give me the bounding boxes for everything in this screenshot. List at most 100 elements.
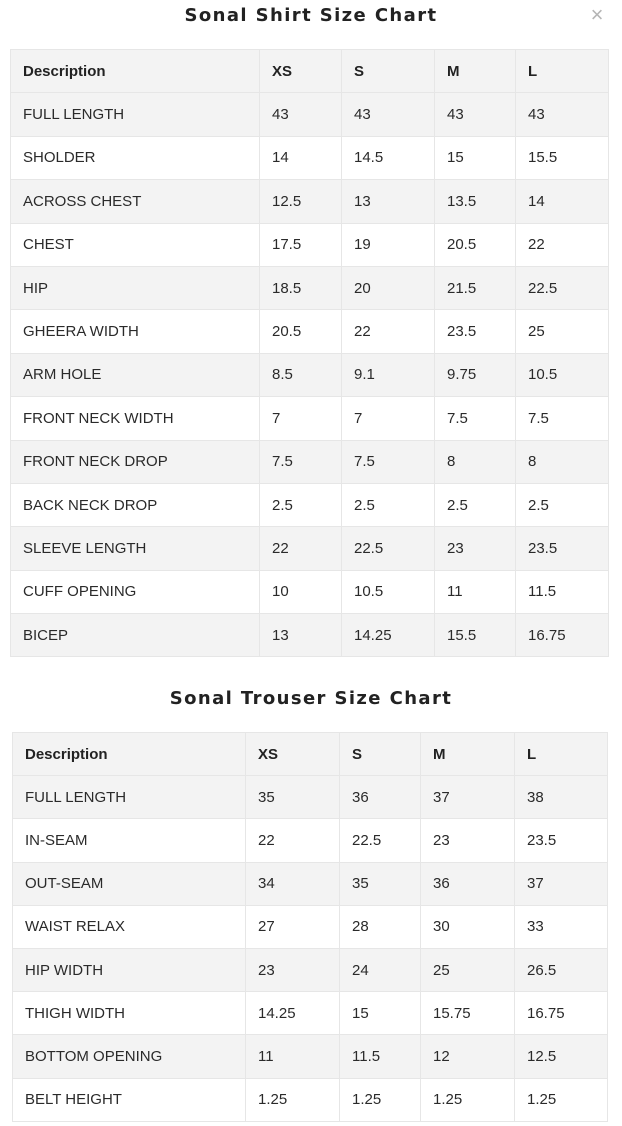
cell-xs: 22: [259, 526, 342, 571]
cell-xs: 23: [245, 947, 340, 993]
cell-s: 11.5: [339, 1034, 421, 1079]
table-row: CHEST 17.5 19 20.5 22: [10, 222, 609, 267]
table-row: THIGH WIDTH 14.25 15 15.75 16.75: [12, 991, 608, 1036]
cell-l: 43: [515, 92, 609, 137]
cell-s: 1.25: [339, 1077, 421, 1122]
cell-s: 43: [341, 92, 435, 137]
header-l: L: [514, 731, 608, 777]
cell-m: 13.5: [434, 179, 516, 224]
cell-m: 23.5: [434, 309, 516, 354]
header-m: M: [434, 48, 516, 94]
cell-s: 15: [339, 991, 421, 1036]
cell-xs: 7: [259, 396, 342, 441]
cell-s: 7: [341, 396, 435, 441]
cell-description: BELT HEIGHT: [12, 1077, 246, 1122]
shirt-size-table: Description XS S M L FULL LENGTH 43 43 43 43…: [10, 48, 609, 658]
trouser-size-table: Description XS S M L FULL LENGTH 35 36 37 38…: [12, 731, 608, 1122]
cell-l: 26.5: [514, 947, 608, 993]
cell-l: 14: [515, 179, 609, 224]
table-row: ARM HOLE 8.5 9.1 9.75 10.5: [10, 352, 609, 398]
cell-s: 20: [341, 265, 435, 311]
cell-description: CHEST: [10, 222, 260, 267]
table-row: FULL LENGTH 35 36 37 38: [12, 775, 608, 820]
table-row: IN-SEAM 22 22.5 23 23.5: [12, 818, 608, 863]
cell-s: 9.1: [341, 352, 435, 398]
table-row: BOTTOM OPENING 11 11.5 12 12.5: [12, 1034, 608, 1079]
cell-description: FRONT NECK DROP: [10, 439, 260, 484]
cell-xs: 20.5: [259, 309, 342, 354]
cell-l: 22.5: [515, 265, 609, 311]
cell-s: 24: [339, 947, 421, 993]
cell-m: 8: [434, 439, 516, 484]
header-xs: XS: [245, 731, 340, 777]
table-header-row: Description XS S M L: [12, 731, 608, 777]
table-row: FRONT NECK WIDTH 7 7 7.5 7.5: [10, 396, 609, 441]
cell-l: 10.5: [515, 352, 609, 398]
cell-l: 15.5: [515, 135, 609, 181]
cell-xs: 34: [245, 861, 340, 906]
header-s: S: [341, 48, 435, 94]
table-row: GHEERA WIDTH 20.5 22 23.5 25: [10, 309, 609, 354]
cell-m: 1.25: [420, 1077, 515, 1122]
close-icon[interactable]: ×: [590, 2, 604, 27]
cell-s: 2.5: [341, 482, 435, 528]
cell-m: 25: [420, 947, 515, 993]
cell-s: 36: [339, 775, 421, 820]
cell-description: IN-SEAM: [12, 818, 246, 863]
table-row: HIP 18.5 20 21.5 22.5: [10, 265, 609, 311]
cell-m: 12: [420, 1034, 515, 1079]
cell-xs: 7.5: [259, 439, 342, 484]
cell-m: 15.75: [420, 991, 515, 1036]
table-row: BICEP 13 14.25 15.5 16.75: [10, 613, 609, 658]
cell-description: THIGH WIDTH: [12, 991, 246, 1036]
cell-m: 21.5: [434, 265, 516, 311]
cell-l: 33: [514, 904, 608, 949]
header-l: L: [515, 48, 609, 94]
cell-xs: 1.25: [245, 1077, 340, 1122]
cell-s: 22: [341, 309, 435, 354]
cell-l: 22: [515, 222, 609, 267]
cell-s: 35: [339, 861, 421, 906]
cell-description: BACK NECK DROP: [10, 482, 260, 528]
table-row: WAIST RELAX 27 28 30 33: [12, 904, 608, 949]
cell-xs: 35: [245, 775, 340, 820]
cell-xs: 2.5: [259, 482, 342, 528]
cell-description: SHOLDER: [10, 135, 260, 181]
cell-m: 37: [420, 775, 515, 820]
table-row: OUT-SEAM 34 35 36 37: [12, 861, 608, 906]
cell-l: 7.5: [515, 396, 609, 441]
cell-l: 25: [515, 309, 609, 354]
cell-m: 36: [420, 861, 515, 906]
cell-description: FULL LENGTH: [10, 92, 260, 137]
table-row: SHOLDER 14 14.5 15 15.5: [10, 135, 609, 181]
cell-m: 15.5: [434, 613, 516, 658]
cell-l: 23.5: [515, 526, 609, 571]
cell-description: FULL LENGTH: [12, 775, 246, 820]
cell-l: 1.25: [514, 1077, 608, 1122]
cell-xs: 14: [259, 135, 342, 181]
table-row: FULL LENGTH 43 43 43 43: [10, 92, 609, 137]
cell-s: 10.5: [341, 569, 435, 615]
cell-description: BOTTOM OPENING: [12, 1034, 246, 1079]
cell-description: BICEP: [10, 613, 260, 658]
cell-xs: 43: [259, 92, 342, 137]
cell-l: 12.5: [514, 1034, 608, 1079]
cell-xs: 14.25: [245, 991, 340, 1036]
cell-l: 16.75: [514, 991, 608, 1036]
cell-s: 13: [341, 179, 435, 224]
table-row: BACK NECK DROP 2.5 2.5 2.5 2.5: [10, 482, 609, 528]
cell-l: 23.5: [514, 818, 608, 863]
cell-description: OUT-SEAM: [12, 861, 246, 906]
cell-m: 23: [434, 526, 516, 571]
cell-m: 2.5: [434, 482, 516, 528]
cell-xs: 8.5: [259, 352, 342, 398]
table-row: CUFF OPENING 10 10.5 11 11.5: [10, 569, 609, 615]
cell-description: GHEERA WIDTH: [10, 309, 260, 354]
cell-description: WAIST RELAX: [12, 904, 246, 949]
header-description: Description: [12, 731, 246, 777]
cell-xs: 27: [245, 904, 340, 949]
header-xs: XS: [259, 48, 342, 94]
cell-description: ARM HOLE: [10, 352, 260, 398]
cell-xs: 18.5: [259, 265, 342, 311]
cell-s: 14.5: [341, 135, 435, 181]
